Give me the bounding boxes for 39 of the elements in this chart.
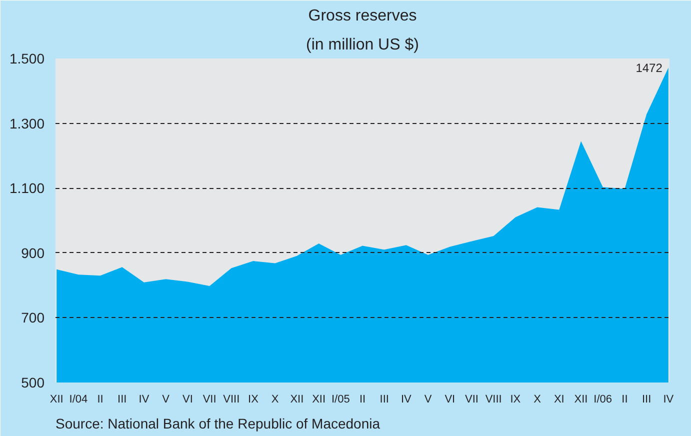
x-tick-label: IV bbox=[663, 394, 674, 406]
x-tick-label: X bbox=[271, 394, 280, 406]
x-tick-label: VIII bbox=[485, 394, 502, 406]
x-tick-label: I/04 bbox=[69, 394, 88, 406]
y-tick-label: 500 bbox=[21, 374, 45, 390]
y-tick-label: 1.300 bbox=[9, 115, 45, 132]
chart-title: Gross reserves bbox=[308, 8, 417, 24]
x-tick-label: VII bbox=[465, 394, 478, 406]
y-tick-label: 1.100 bbox=[9, 180, 45, 196]
x-tick-label: VIII bbox=[223, 394, 240, 406]
x-tick-label: V bbox=[162, 394, 170, 406]
x-tick-label: VI bbox=[182, 394, 193, 406]
source-note: Source: National Bank of the Republic of Macedonia bbox=[56, 416, 380, 432]
x-tick-label: II bbox=[359, 394, 366, 406]
x-tick-label: I/05 bbox=[331, 394, 350, 406]
x-tick-label: IX bbox=[510, 394, 522, 406]
x-tick-label: IX bbox=[248, 394, 260, 406]
x-tick-label: III bbox=[642, 394, 652, 406]
x-tick-label: XII bbox=[290, 394, 304, 406]
x-tick-label: IV bbox=[401, 394, 412, 406]
x-tick-label: VII bbox=[202, 394, 216, 406]
x-tick-label: I/06 bbox=[594, 394, 612, 406]
y-tick-label: 700 bbox=[21, 310, 45, 326]
x-tick-label: II bbox=[622, 394, 628, 406]
x-tick-label: XII bbox=[574, 394, 588, 406]
y-tick-label: 900 bbox=[21, 244, 45, 261]
x-tick-label: X bbox=[534, 394, 542, 406]
x-tick-label: III bbox=[380, 394, 389, 406]
x-tick-label: II bbox=[97, 394, 104, 406]
x-tick-label: VI bbox=[444, 394, 456, 406]
chart-subtitle: (in million US $) bbox=[306, 36, 419, 54]
x-tick-label: XII bbox=[50, 394, 64, 406]
x-tick-label: IV bbox=[138, 394, 150, 406]
x-tick-label: III bbox=[118, 394, 127, 406]
y-tick-label: 1.500 bbox=[9, 50, 45, 66]
data-label: 1472 bbox=[636, 61, 663, 76]
x-tick-label: V bbox=[424, 394, 432, 406]
x-tick-label: XI bbox=[554, 394, 564, 406]
x-tick-label: XII bbox=[312, 394, 326, 406]
